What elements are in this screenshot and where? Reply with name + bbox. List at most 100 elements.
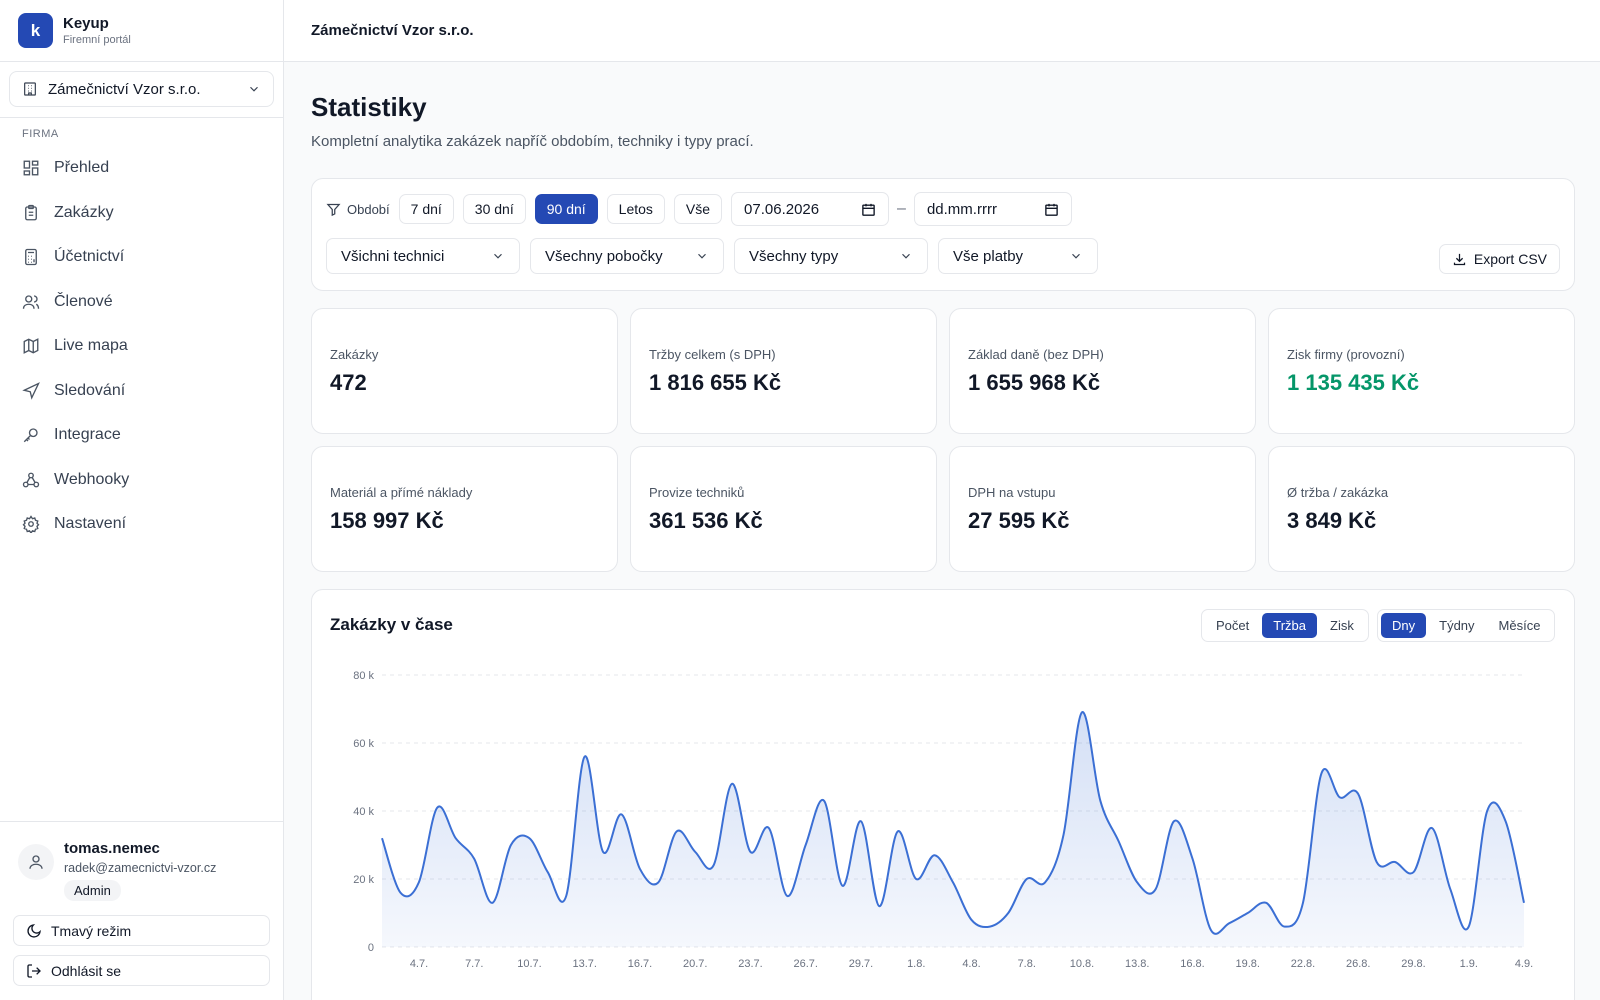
chevron-down-icon <box>250 86 258 92</box>
kpi-card: Provize techniků 361 536 Kč <box>630 446 937 572</box>
period-7-days[interactable]: 7 dní <box>398 194 454 224</box>
dark-mode-button[interactable]: Tmavý režim <box>13 915 270 946</box>
main-content: Statistiky Kompletní analytika zakázek n… <box>311 62 1575 1000</box>
avatar[interactable] <box>18 844 54 880</box>
sidebar-item-zakazky[interactable]: Zakázky <box>0 191 283 236</box>
granularity-days[interactable]: Dny <box>1381 613 1427 638</box>
y-tick-label: 80 k <box>353 670 374 682</box>
sidebar-item-prehled[interactable]: Přehled <box>0 146 283 191</box>
period-all[interactable]: Vše <box>673 194 723 224</box>
kpi-card: Tržby celkem (s DPH) 1 816 655 Kč <box>630 308 937 434</box>
orders-chart: 0 20 k 40 k 60 k 80 k 4.7. 7.7. 10.7. 13.7. 16.7.… <box>353 670 1533 970</box>
chevron-down-icon <box>698 253 706 259</box>
sidebar-item-nastaveni[interactable]: Nastavení <box>0 502 283 547</box>
page-title: Statistiky <box>311 92 427 122</box>
logout-button[interactable]: Odhlásit se <box>13 955 270 986</box>
metric-count[interactable]: Počet <box>1216 618 1250 633</box>
sidebar-item-live-mapa[interactable]: Live mapa <box>0 324 283 369</box>
user-icon <box>29 855 43 869</box>
download-icon <box>1453 253 1465 265</box>
dark-mode-label: Tmavý režim <box>51 922 132 939</box>
sidebar-item-integrace[interactable]: Integrace <box>0 413 283 458</box>
kpi-card: Materiál a přímé náklady 158 997 Kč <box>311 446 618 572</box>
x-tick-label: 29.8. <box>1401 958 1425 970</box>
user-name: tomas.nemec <box>64 840 160 857</box>
y-tick-label: 0 <box>368 942 374 954</box>
period-90-days[interactable]: 90 dní <box>534 194 598 224</box>
export-csv-button[interactable]: Export CSV <box>1438 244 1560 274</box>
sidebar-item-sledovani[interactable]: Sledování <box>0 369 283 414</box>
type-select[interactable]: Všechny typy <box>734 238 928 274</box>
kpi-value: 158 997 Kč <box>330 508 444 533</box>
calculator-icon <box>25 249 37 266</box>
granularity-weeks[interactable]: Týdny <box>1439 618 1475 633</box>
kpi-card: Ø tržba / zakázka 3 849 Kč <box>1268 446 1575 572</box>
chevron-down-icon <box>1072 253 1080 259</box>
brand-name: Keyup <box>63 15 109 32</box>
brand-subtitle: Firemní portál <box>63 34 131 46</box>
date-from-input[interactable]: 07.06.2026 <box>731 192 890 226</box>
period-this-year[interactable]: Letos <box>606 194 665 224</box>
role-badge: Admin <box>64 880 121 901</box>
users-icon <box>22 295 40 309</box>
x-tick-label: 4.7. <box>410 958 428 970</box>
x-tick-label: 1.8. <box>907 958 925 970</box>
kpi-label: Zakázky <box>330 347 379 362</box>
granularity-months[interactable]: Měsíce <box>1498 618 1541 633</box>
branch-select[interactable]: Všechny pobočky <box>530 238 724 274</box>
period-label: Období <box>326 202 390 217</box>
kpi-card: DPH na vstupu 27 595 Kč <box>949 446 1256 572</box>
x-tick-label: 26.8. <box>1346 958 1370 970</box>
header-company: Zámečnictví Vzor s.r.o. <box>311 22 474 39</box>
brand-logo: k <box>18 13 53 48</box>
kpi-value: 27 595 Kč <box>968 508 1070 533</box>
webhook-icon <box>22 472 40 488</box>
user-email: radek@zamecnictvi-vzor.cz <box>64 861 217 875</box>
payment-select[interactable]: Vše platby <box>938 238 1098 274</box>
period-30-days[interactable]: 30 dní <box>462 194 526 224</box>
metric-revenue[interactable]: Tržba <box>1262 613 1317 638</box>
date-to-input[interactable]: dd.mm.rrrr <box>913 192 1072 226</box>
gear-icon <box>22 515 40 534</box>
chart-title: Zakázky v čase <box>330 615 453 634</box>
chevron-down-icon <box>494 253 502 259</box>
x-tick-label: 23.7. <box>738 958 762 970</box>
sidebar-item-label: Přehled <box>54 159 110 177</box>
sidebar-item-label: Účetnictví <box>54 248 125 266</box>
logout-icon <box>27 963 41 978</box>
metric-toggle: Počet Tržba Zisk <box>1201 609 1369 642</box>
date-to-placeholder: dd.mm.rrrr <box>926 200 997 218</box>
brand[interactable]: k Keyup Firemní portál <box>0 0 283 62</box>
dashboard-icon <box>23 160 39 176</box>
kpi-card: Zisk firmy (provozní) 1 135 435 Kč <box>1268 308 1575 434</box>
kpi-label: Základ daně (bez DPH) <box>968 347 1104 362</box>
revenue-line <box>381 711 1525 935</box>
sidebar-item-webhooky[interactable]: Webhooky <box>0 458 283 503</box>
kpi-grid: Zakázky 472 Tržby celkem (s DPH) 1 816 655… <box>311 308 1575 572</box>
x-tick-label: 16.8. <box>1180 958 1204 970</box>
company-select[interactable]: Zámečnictví Vzor s.r.o. <box>9 71 274 107</box>
sidebar-item-label: Nastavení <box>54 515 127 533</box>
sidebar-item-label: Členové <box>54 292 113 310</box>
date-from-value: 07.06.2026 <box>744 200 820 218</box>
sidebar-item-label: Webhooky <box>54 470 130 488</box>
x-tick-label: 13.8. <box>1125 958 1149 970</box>
navigation-icon <box>22 381 40 400</box>
x-tick-label: 7.8. <box>1018 958 1036 970</box>
kpi-label: Ø tržba / zakázka <box>1287 485 1389 500</box>
technician-select[interactable]: Všichni technici <box>326 238 520 274</box>
key-icon <box>23 428 38 443</box>
topbar: Zámečnictví Vzor s.r.o. <box>284 0 1600 62</box>
logout-label: Odhlásit se <box>51 962 122 979</box>
sidebar-item-label: Live mapa <box>54 337 128 355</box>
x-tick-label: 13.7. <box>573 958 597 970</box>
metric-profit[interactable]: Zisk <box>1330 618 1354 633</box>
sidebar-item-ucetnictvi[interactable]: Účetnictví <box>0 235 283 280</box>
calendar-icon[interactable] <box>861 202 876 217</box>
clipboard-icon <box>25 204 37 221</box>
sidebar-item-clenove[interactable]: Členové <box>0 280 283 325</box>
calendar-icon[interactable] <box>1044 202 1059 217</box>
kpi-value: 1 816 655 Kč <box>649 370 782 395</box>
kpi-card: Zakázky 472 <box>311 308 618 434</box>
x-tick-label: 1.9. <box>1460 958 1478 970</box>
